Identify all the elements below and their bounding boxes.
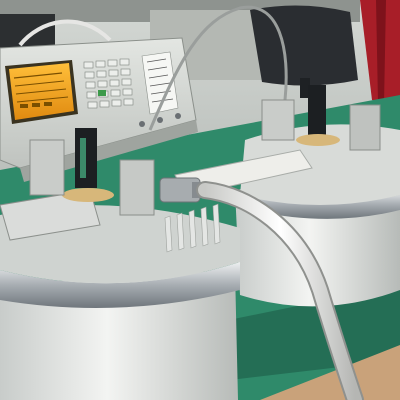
left-brass-plate: [62, 188, 114, 202]
instrument-port-2: [157, 117, 163, 123]
right-clamp: [261, 99, 295, 141]
red-curtain-fold: [376, 0, 386, 104]
center-clamp: [119, 159, 155, 216]
instrument-label-panel: [141, 51, 179, 115]
bench-wood: [260, 345, 400, 400]
test-lead-grey: [148, 5, 288, 131]
instrument-green-key: [98, 90, 106, 96]
instrument-keypad: [83, 58, 134, 109]
instrument-port-1: [139, 121, 145, 127]
coax-cable-highlight: [198, 183, 362, 400]
chair-back: [250, 5, 358, 86]
right-brass-plate: [296, 134, 340, 146]
fixture-housing-left: [0, 128, 240, 400]
instrument-lcd-screen: [5, 60, 78, 124]
left-clamp: [29, 139, 65, 196]
fixture-housing-right: [232, 85, 400, 307]
instrument-port-3: [175, 113, 181, 119]
test-lead-white: [18, 19, 112, 47]
right-clamp-far: [349, 104, 381, 151]
left-coax-tower-label: [80, 138, 86, 178]
right-coax-tower: [308, 85, 326, 135]
chair-stem: [300, 78, 310, 98]
heatsink-fins: [164, 203, 221, 253]
